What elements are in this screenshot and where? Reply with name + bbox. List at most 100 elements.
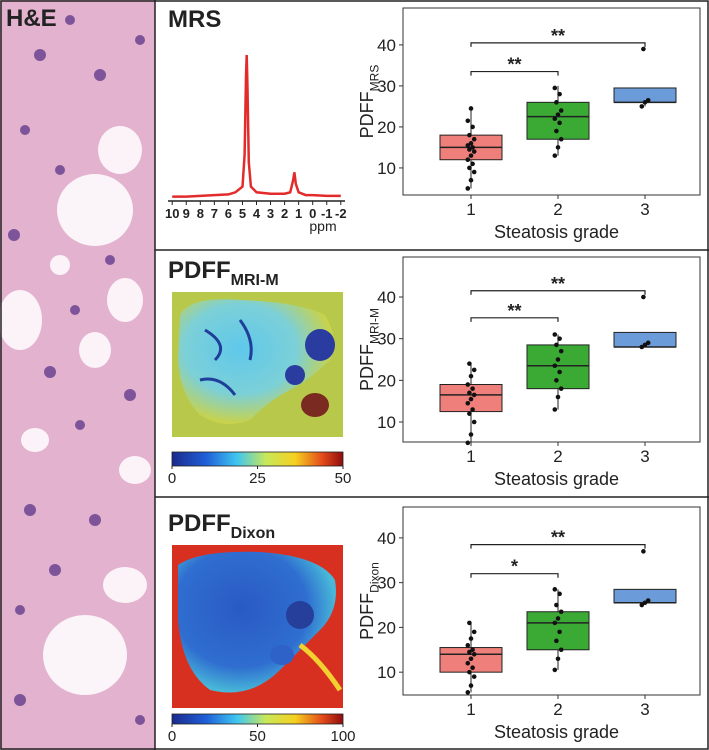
significance-bracket xyxy=(470,573,559,578)
y-tick-label: 40 xyxy=(377,529,396,548)
panel-title: PDFFMRI-M xyxy=(168,257,279,289)
data-point xyxy=(552,332,558,337)
plot-frame xyxy=(402,7,701,196)
panel-title: PDFFDixon xyxy=(168,510,275,542)
data-point xyxy=(555,394,561,400)
data-point xyxy=(555,616,561,621)
y-axis-label: PDFFMRI-M xyxy=(357,308,381,391)
spectrum-line xyxy=(172,54,341,198)
significance-label: ** xyxy=(507,301,521,321)
data-point xyxy=(558,386,564,391)
data-point xyxy=(552,85,558,91)
data-point xyxy=(554,128,559,134)
data-point xyxy=(555,656,561,662)
panel-title-main: PDFF xyxy=(168,510,231,537)
data-point xyxy=(465,382,471,387)
x-tick-label: 10 xyxy=(165,206,179,221)
y-tick-label: 30 xyxy=(377,330,396,349)
data-point xyxy=(471,651,477,657)
data-point xyxy=(552,587,558,592)
data-point xyxy=(467,132,472,138)
data-point xyxy=(470,647,475,653)
x-tick-label: -2 xyxy=(335,206,347,221)
x-axis-label: Steatosis grade xyxy=(494,722,619,742)
y-axis-label-main: PDFF xyxy=(357,91,377,138)
data-point xyxy=(554,602,559,608)
data-point xyxy=(558,108,564,113)
data-point xyxy=(639,602,645,608)
x-axis-label: Steatosis grade xyxy=(494,222,619,242)
x-tick-label: 1 xyxy=(466,447,475,466)
data-point xyxy=(554,378,559,383)
x-tick-label: 6 xyxy=(225,206,232,221)
box xyxy=(526,344,590,390)
data-point xyxy=(641,46,646,52)
data-point xyxy=(471,367,477,373)
data-point xyxy=(641,294,646,300)
data-point xyxy=(468,177,474,183)
data-point xyxy=(557,91,562,97)
colorbar-tick-label: 0 xyxy=(168,728,176,745)
x-tick-label: 2 xyxy=(553,200,562,219)
data-point xyxy=(467,411,472,416)
x-tick-label: 4 xyxy=(253,206,261,221)
x-tick-label: 3 xyxy=(640,700,649,719)
data-point xyxy=(467,669,472,675)
data-point xyxy=(552,667,558,673)
data-point xyxy=(468,683,474,688)
panel-title-sub: MRI-M xyxy=(231,272,279,289)
data-point xyxy=(555,112,561,117)
box xyxy=(526,101,590,140)
data-point xyxy=(555,145,561,150)
x-tick-label: 0 xyxy=(309,206,316,221)
data-point xyxy=(471,674,477,679)
data-point xyxy=(471,149,477,154)
significance-label: ** xyxy=(551,26,565,46)
data-point xyxy=(471,169,477,175)
colorbar-tick-label: 50 xyxy=(249,728,266,745)
significance-bracket xyxy=(470,42,646,47)
panel-title-main: PDFF xyxy=(168,257,231,284)
y-tick-label: 40 xyxy=(377,36,396,55)
data-point xyxy=(645,340,651,346)
data-point xyxy=(467,390,472,396)
data-point xyxy=(468,656,474,662)
data-point xyxy=(645,598,651,603)
x-axis-label: Steatosis grade xyxy=(494,469,619,489)
y-tick-label: 10 xyxy=(377,159,396,178)
data-point xyxy=(468,636,474,641)
data-point xyxy=(558,609,564,615)
data-point xyxy=(467,649,472,655)
data-point xyxy=(468,153,474,158)
significance-bracket xyxy=(470,544,646,549)
data-point xyxy=(639,104,645,109)
data-point xyxy=(465,400,471,406)
colorbar xyxy=(171,713,344,725)
data-point xyxy=(557,629,562,635)
significance-label: * xyxy=(511,557,518,577)
x-tick-label: 2 xyxy=(553,447,562,466)
y-tick-label: 40 xyxy=(377,288,396,307)
y-tick-label: 30 xyxy=(377,574,396,593)
data-point xyxy=(465,643,471,648)
y-tick-label: 20 xyxy=(377,371,396,390)
data-point xyxy=(557,369,562,375)
data-point xyxy=(471,419,477,425)
y-tick-label: 30 xyxy=(377,77,396,96)
significance-label: ** xyxy=(507,55,521,75)
y-tick-label: 20 xyxy=(377,618,396,637)
data-point xyxy=(465,118,471,124)
data-point xyxy=(465,157,471,163)
data-point xyxy=(467,620,472,626)
x-tick-label: 2 xyxy=(281,206,288,221)
data-point xyxy=(467,165,472,171)
data-point xyxy=(470,665,475,670)
data-point xyxy=(557,120,562,126)
colorbar-tick-label: 25 xyxy=(249,470,266,487)
panel-title: MRS xyxy=(168,6,221,33)
data-point xyxy=(554,100,559,105)
y-axis-label-sub: MRS xyxy=(367,65,381,92)
data-point xyxy=(555,357,561,362)
colorbar xyxy=(171,451,344,467)
